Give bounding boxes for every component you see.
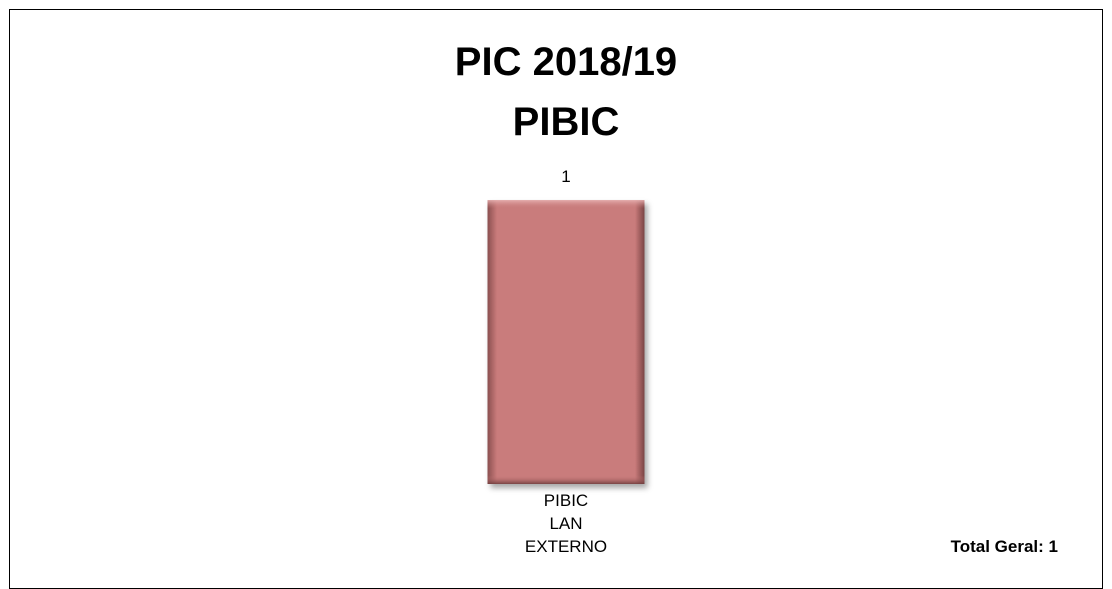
- chart-title-line-1: PIC 2018/19: [455, 40, 677, 84]
- bar-group: 1 PIBIC LAN EXTERNO: [487, 167, 645, 556]
- category-label-line: LAN: [549, 514, 582, 533]
- chart-title-line-2: PIBIC: [513, 100, 620, 144]
- bar-data-label: 1: [561, 167, 570, 186]
- bars-layer: 1 PIBIC LAN EXTERNO: [487, 167, 645, 556]
- bar-bevel: [487, 200, 645, 484]
- category-label-line: PIBIC: [544, 491, 588, 510]
- category-label-line: EXTERNO: [525, 537, 607, 556]
- total-geral-label: Total Geral: 1: [951, 537, 1058, 556]
